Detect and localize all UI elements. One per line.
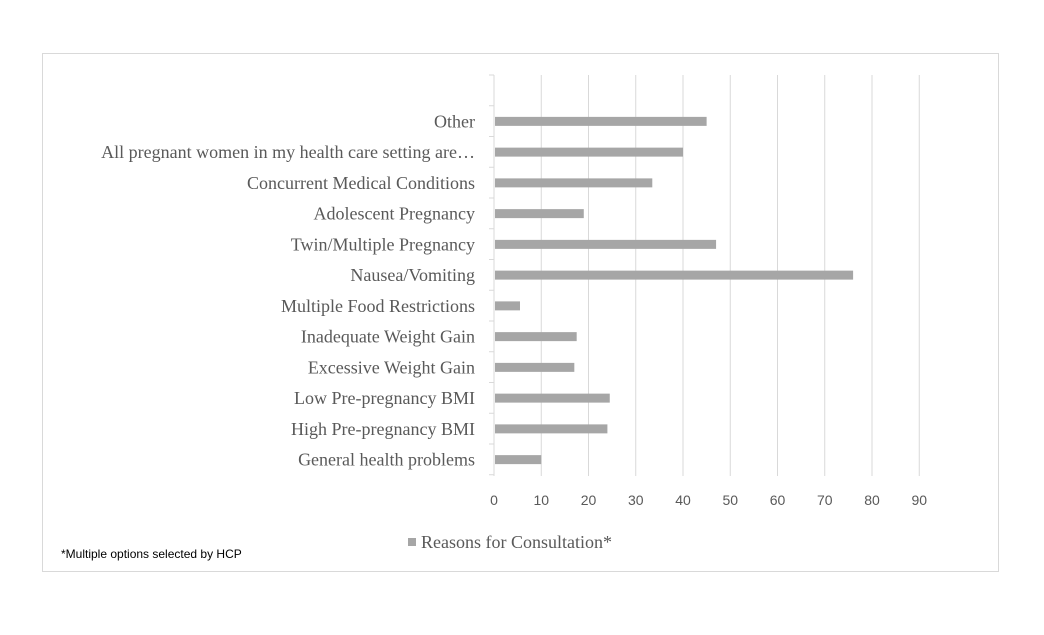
x-tick-label: 60 [770, 492, 786, 508]
category-label: Excessive Weight Gain [308, 357, 475, 377]
x-tick-label: 80 [864, 492, 880, 508]
bar [495, 393, 610, 403]
category-label: High Pre-pregnancy BMI [291, 419, 475, 439]
y-axis-ticks [489, 74, 494, 476]
footnote: *Multiple options selected by HCP [50, 538, 382, 570]
chart-area [42, 53, 999, 572]
x-tick-label: 0 [490, 492, 498, 508]
x-tick-label: 50 [722, 492, 738, 508]
category-label: Concurrent Medical Conditions [247, 173, 475, 193]
bar [495, 332, 577, 342]
category-label: Twin/Multiple Pregnancy [291, 234, 475, 254]
bar [495, 362, 575, 372]
category-label: General health problems [298, 450, 475, 470]
category-label: Multiple Food Restrictions [281, 296, 475, 316]
x-tick-label: 20 [581, 492, 597, 508]
bar [495, 178, 653, 188]
bars [495, 116, 854, 465]
x-tick-labels: 0 10 20 30 40 50 60 70 80 90 [490, 492, 927, 508]
category-label: Inadequate Weight Gain [301, 327, 475, 347]
bar [495, 301, 520, 311]
bar [495, 116, 707, 126]
bar [495, 455, 542, 465]
category-label: Adolescent Pregnancy [314, 204, 475, 224]
x-tick-label: 70 [817, 492, 833, 508]
category-label: All pregnant women in my health care set… [101, 142, 475, 162]
legend-label: Reasons for Consultation* [421, 532, 612, 552]
legend: Reasons for Consultation* [408, 532, 612, 552]
category-label: Low Pre-pregnancy BMI [294, 388, 475, 408]
x-tick-label: 40 [675, 492, 691, 508]
x-tick-label: 90 [911, 492, 927, 508]
category-label: Other [434, 111, 475, 131]
bar [495, 239, 717, 249]
bar [495, 147, 683, 157]
x-tick-label: 10 [533, 492, 549, 508]
bar [495, 209, 584, 219]
bar [495, 270, 854, 280]
x-tick-label: 30 [628, 492, 644, 508]
category-labels: General health problems High Pre-pregnanc… [101, 111, 475, 469]
category-label: Nausea/Vomiting [350, 265, 475, 285]
legend-swatch [408, 538, 416, 546]
bar [495, 424, 608, 434]
